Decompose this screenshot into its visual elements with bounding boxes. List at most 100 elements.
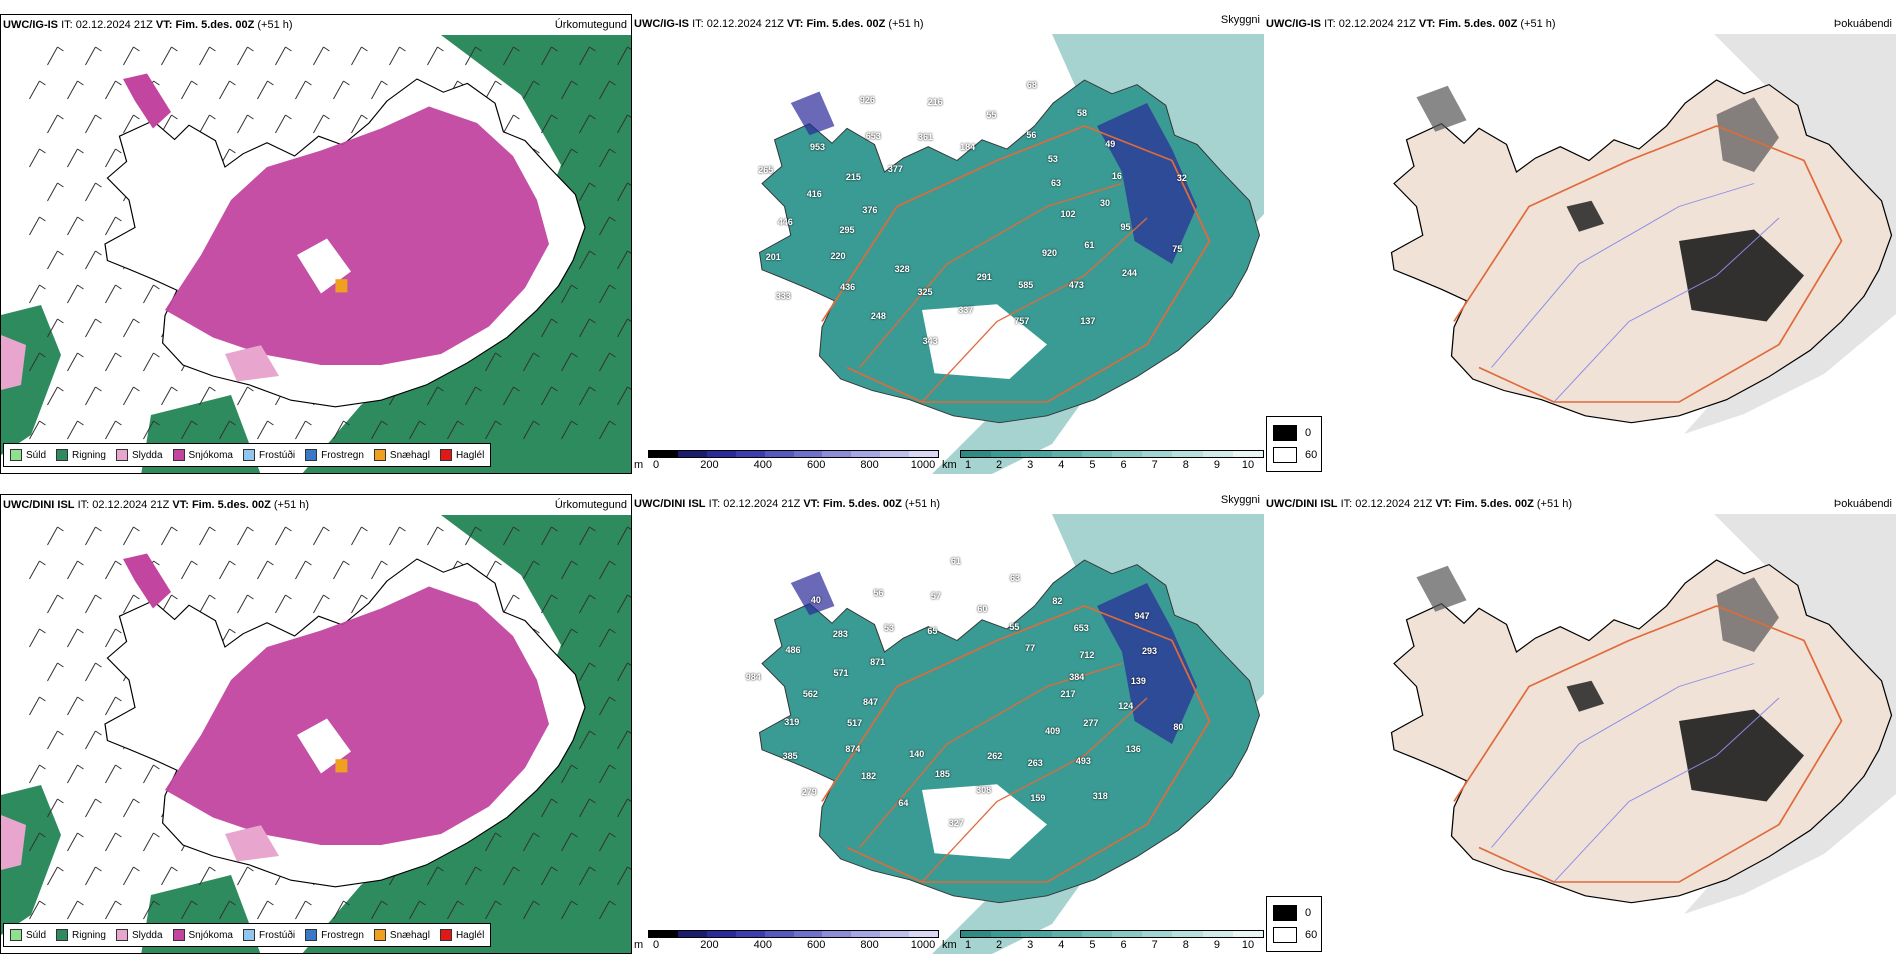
- wind-barb: [143, 900, 160, 920]
- land: [1390, 559, 1893, 904]
- legend-label: Rigning: [72, 929, 106, 941]
- visibility-value-label: 248: [870, 311, 886, 322]
- wind-barb: [579, 594, 596, 614]
- wind-barb: [161, 526, 178, 546]
- wind-barb: [275, 594, 292, 614]
- colorbar-strip: [960, 930, 1264, 938]
- wind-barb: [541, 526, 558, 546]
- road-network: [821, 125, 1211, 403]
- wind-barb: [561, 628, 578, 648]
- wind-barb: [123, 386, 140, 406]
- wind-barb: [389, 526, 406, 546]
- visibility-value-label: 95: [1120, 221, 1131, 232]
- wind-barb: [105, 284, 122, 304]
- wind-barb: [485, 560, 502, 580]
- iceland-map: [758, 559, 1261, 904]
- wind-barb: [143, 764, 160, 784]
- wind-barb: [237, 526, 254, 546]
- wind-barb: [579, 182, 596, 202]
- wind-barb: [105, 352, 122, 372]
- wind-barb: [485, 900, 502, 920]
- visibility-value-label: 327: [948, 818, 964, 829]
- wind-barb: [67, 80, 84, 100]
- low-vis-area: [1097, 103, 1197, 264]
- river-network: [1491, 663, 1780, 883]
- wind-barb: [295, 560, 312, 580]
- legend-label: Snæhagl: [389, 929, 430, 941]
- wind-barb: [561, 80, 578, 100]
- precip-legend-item: Haglél: [439, 929, 484, 941]
- colorbar-cell: [1081, 451, 1113, 457]
- colorbar-cell: [649, 931, 678, 937]
- wind-barb: [333, 560, 350, 580]
- sleet-area: [225, 825, 279, 862]
- sleet-area: [1, 335, 26, 390]
- visibility-value-label: 262: [987, 750, 1003, 761]
- visibility-value-label: 55: [1009, 622, 1020, 632]
- visibility-value-label: 56: [873, 587, 884, 598]
- wind-barb: [465, 526, 482, 546]
- visibility-value-label: 984: [745, 672, 761, 683]
- wind-barb: [409, 900, 426, 920]
- visibility-value-label: 343: [922, 336, 938, 347]
- wind-barb: [599, 148, 616, 168]
- wind-barb: [617, 114, 631, 134]
- graupel-area: [335, 279, 348, 293]
- fog-legend-item: 0: [1273, 905, 1311, 921]
- wind-barb: [67, 764, 84, 784]
- colorbar-cell: [909, 931, 939, 937]
- fog-panel-row1: UWC/IG-IS IT: 02.12.2024 21Z VT: Fim. 5.…: [1264, 14, 1896, 474]
- fog-legend: 0 60: [1266, 416, 1322, 472]
- wind-barb: [105, 696, 122, 716]
- visibility-value-label: 361: [917, 132, 934, 143]
- colorbar-cell: [1172, 931, 1203, 937]
- legend-swatch: [373, 449, 386, 461]
- legend-label: 60: [1305, 929, 1318, 941]
- panel-title: Úrkomutegund: [554, 19, 627, 31]
- height-colorbar: m 0 200 400 600 800 1000: [634, 450, 939, 474]
- wind-barb: [85, 662, 102, 682]
- wind-barb: [105, 148, 122, 168]
- colorbar-cell: [1112, 451, 1143, 457]
- wind-barb: [465, 386, 482, 406]
- colorbar-tick-label: 0: [652, 939, 660, 951]
- colorbar-tick-label: 6: [1120, 939, 1127, 951]
- visibility-value-label: 325: [917, 286, 933, 297]
- visibility-value-label: 32: [1176, 173, 1187, 184]
- wind-barb: [351, 594, 368, 614]
- wind-barb: [67, 420, 84, 440]
- colorbar-cell: [793, 451, 823, 457]
- wind-barb: [561, 764, 578, 784]
- snow-area: [123, 73, 171, 129]
- wind-barb: [561, 832, 578, 852]
- wind-barb: [85, 46, 102, 66]
- wind-barb: [47, 250, 64, 270]
- wind-barb: [485, 352, 502, 372]
- wind-barb: [47, 182, 64, 202]
- precip-legend-item: Slydda: [115, 929, 163, 941]
- wind-barb: [123, 866, 140, 886]
- colorbar-cell: [1081, 931, 1113, 937]
- colorbar-cell: [822, 451, 852, 457]
- wind-barb: [29, 696, 46, 716]
- wind-barb: [599, 832, 616, 852]
- visibility-value-label: 446: [777, 216, 793, 227]
- visibility-value-label: 585: [1018, 280, 1034, 291]
- legend-swatch: [439, 449, 452, 461]
- wind-barb: [541, 594, 558, 614]
- fog-legend-item: 60: [1273, 927, 1317, 943]
- wind-barb: [561, 560, 578, 580]
- wind-barb: [541, 318, 558, 338]
- colorbar-tick-label: 1000: [910, 459, 936, 471]
- visibility-value-label: 65: [927, 626, 938, 637]
- visibility-panel-row2: UWC/DINI ISL IT: 02.12.2024 21Z VT: Fim.…: [632, 494, 1264, 954]
- wind-barb: [599, 420, 616, 440]
- wind-barb: [351, 114, 368, 134]
- colorbar-cell: [851, 451, 881, 457]
- visibility-value-label: 295: [839, 224, 855, 235]
- wind-barb: [85, 318, 102, 338]
- visibility-map: [632, 494, 1264, 954]
- precip-legend-item: Rigning: [56, 449, 106, 461]
- fog-dark-area: [1566, 680, 1604, 712]
- rain-area: [302, 515, 631, 953]
